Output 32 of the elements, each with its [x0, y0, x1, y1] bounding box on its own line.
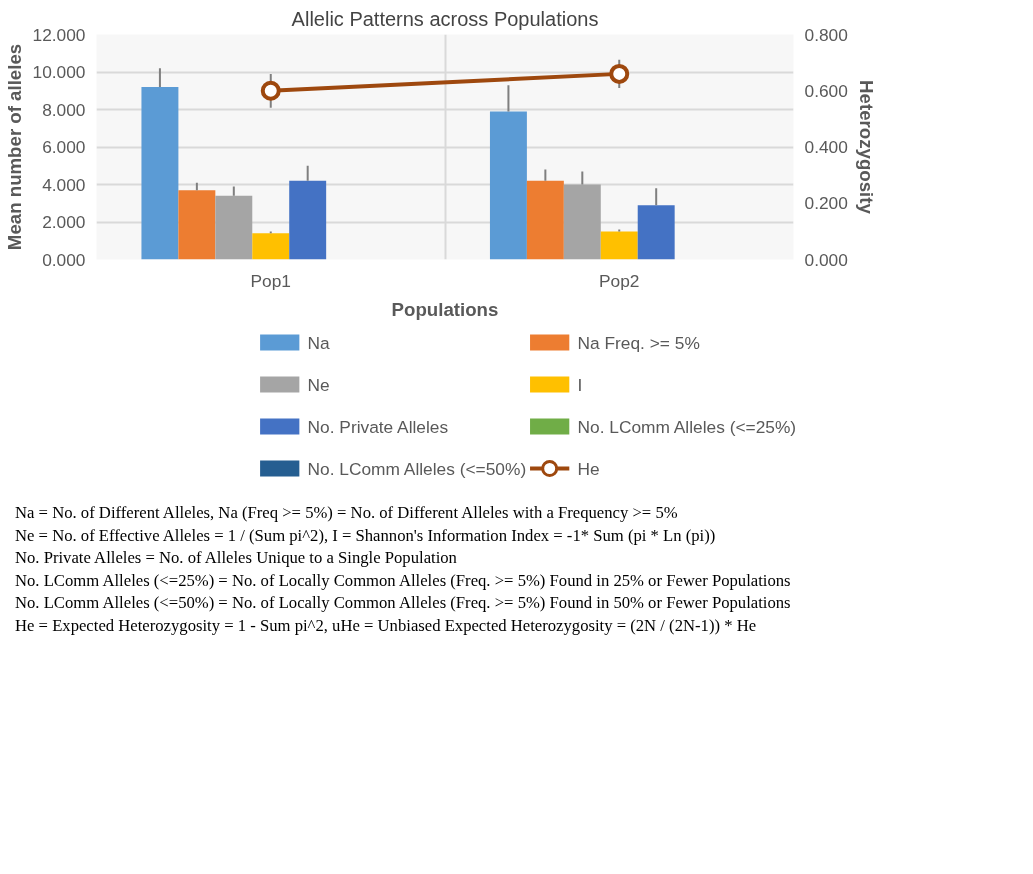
text: He = Expected Heterozygosity = 1 - Sum pi^2, uHe = Unbiased Expected Heterozygosity = (2N / (2N-1)) * He — [15, 615, 757, 635]
y-tick-label: 10.000 — [32, 62, 86, 82]
y-tick-label: 12.000 — [32, 24, 86, 45]
y-tick-label: 6.000 — [42, 137, 86, 157]
x-tick-label: Pop2 — [599, 270, 640, 291]
text: No. LComm Alleles (<=50%) = No. of Locally Common Alleles (Freq. >= 5%) Found in 50% or Fewer Populations — [15, 593, 791, 612]
x-tick-label: Pop1 — [250, 270, 291, 291]
text: No. LComm Alleles (<=25%) = No. of Locally Common Alleles (Freq. >= 5%) Found in 25% or Fewer Populations — [15, 570, 791, 590]
legend-label: Na Freq. >= 5% — [577, 332, 700, 353]
y2-tick-label: 0.800 — [804, 24, 848, 45]
chart-title: Allelic Patterns across Populations — [291, 7, 599, 30]
legend-label: I — [577, 374, 583, 395]
text: Na = No. of Different Alleles, Na (Freq >= 5%) = No. of Different Alleles with a Frequency >= 5% — [15, 503, 678, 522]
y-tick-label: 4.000 — [42, 174, 86, 195]
legend-label: No. Private Alleles — [307, 416, 449, 437]
legend-label: He — [577, 458, 600, 479]
y-tick-label: 8.000 — [42, 99, 86, 120]
legend-label: Na — [307, 332, 331, 353]
y-tick-label: 0.000 — [42, 249, 86, 270]
text: No. Private Alleles = No. of Alleles Unique to a Single Population — [15, 548, 457, 567]
y2-axis-title: Heterozygosity — [855, 80, 877, 215]
y-axis-title: Mean number of alleles — [3, 43, 25, 251]
x-axis-title: Populations — [391, 298, 499, 320]
legend-label: No. LComm Alleles (<=25%) — [577, 416, 797, 437]
legend-label: No. LComm Alleles (<=50%) — [307, 458, 527, 479]
y-tick-label: 2.000 — [42, 212, 86, 232]
y2-tick-label: 0.600 — [804, 80, 848, 101]
y2-tick-label: 0.400 — [804, 137, 848, 157]
y2-tick-label: 0.200 — [804, 193, 848, 214]
legend-label: Ne — [307, 374, 330, 395]
y2-tick-label: 0.000 — [804, 249, 848, 270]
text: Ne = No. of Effective Alleles = 1 / (Sum pi^2), I = Shannon's Information Index = -1* Sum (pi * Ln (pi)) — [15, 525, 716, 545]
